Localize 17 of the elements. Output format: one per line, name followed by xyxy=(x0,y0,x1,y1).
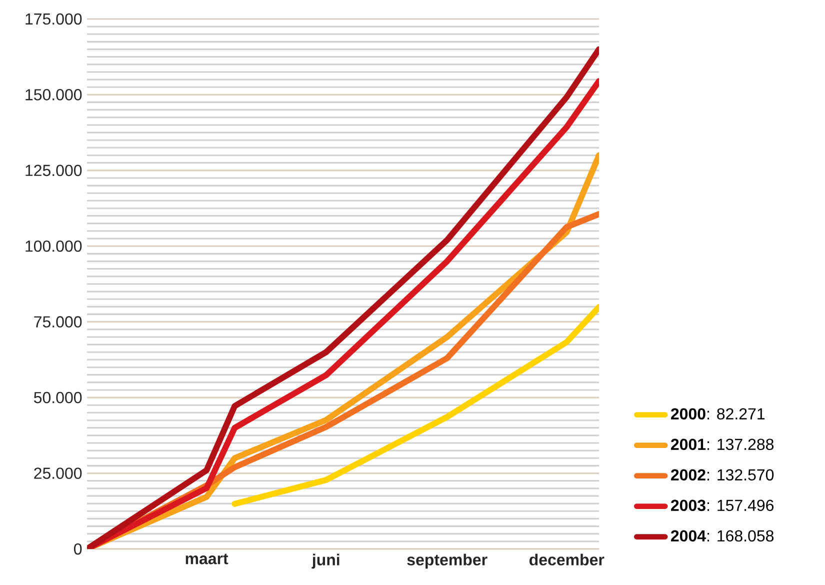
legend-label: 2002: 132.570 xyxy=(671,469,774,481)
y-tick-label: 0 xyxy=(74,543,82,555)
legend-label: 2001: 137.288 xyxy=(671,438,774,450)
y-tick-label: 100.000 xyxy=(26,240,82,252)
y-tick-label: 175.000 xyxy=(26,13,82,25)
y-tick-label: 125.000 xyxy=(26,164,82,176)
y-tick-label: 150.000 xyxy=(26,89,82,100)
x-tick-label: juni xyxy=(312,554,340,569)
legend-label: 2003: 157.496 xyxy=(671,500,774,512)
y-tick-label: 75.000 xyxy=(34,316,82,328)
legend-label: 2000: 82.271 xyxy=(671,408,765,420)
x-tick-label: december xyxy=(530,554,604,566)
legend-label: 2004: 168.058 xyxy=(671,530,774,542)
x-tick-label: september xyxy=(407,554,488,569)
x-tick-label: maart xyxy=(186,554,228,564)
y-tick-label: 50.000 xyxy=(34,392,82,404)
y-tick-label: 25.000 xyxy=(34,468,82,479)
